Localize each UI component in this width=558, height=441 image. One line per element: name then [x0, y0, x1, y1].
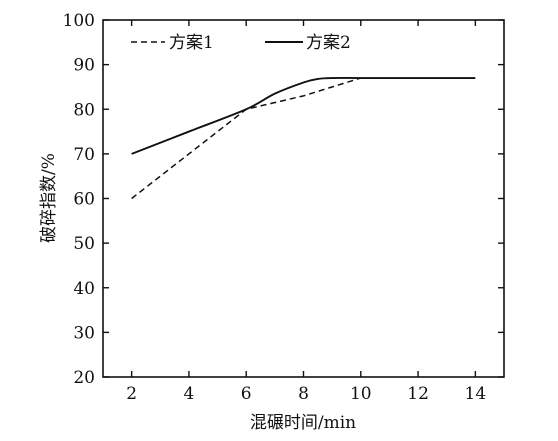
- y-tick-label: 90: [73, 56, 95, 76]
- x-tick-label: 6: [241, 384, 252, 404]
- series-layer: [131, 76, 476, 200]
- legend-label-1: 方案1: [169, 33, 214, 53]
- x-tick-label: 10: [350, 384, 372, 404]
- plot-area-border: [102, 19, 505, 378]
- y-tick-label: 30: [73, 323, 95, 343]
- x-tick-label: 12: [407, 384, 429, 404]
- x-tick-label: 8: [298, 384, 309, 404]
- legend-label-2: 方案2: [306, 33, 351, 53]
- y-axis-title: 破碎指数/%: [39, 153, 59, 243]
- y-tick-label: 50: [73, 234, 95, 254]
- y-tick-label: 70: [73, 145, 95, 165]
- y-tick-label: 80: [73, 100, 95, 120]
- y-tick-label: 20: [73, 368, 95, 388]
- y-tick-label: 40: [73, 279, 95, 299]
- y-tick-label: 100: [63, 11, 95, 31]
- ticks-layer: 2 4 6 8 10 12 14 20 30 40 50 60 70 80 90 100: [63, 11, 504, 404]
- plot-frame: [102, 19, 505, 378]
- series-line-2: [131, 76, 476, 155]
- x-tick-label: 14: [465, 384, 487, 404]
- legend: 方案1 方案2: [131, 33, 351, 53]
- series-line-1: [131, 77, 362, 200]
- x-tick-label: 2: [126, 384, 137, 404]
- y-tick-label: 60: [73, 190, 95, 210]
- x-tick-label: 4: [184, 384, 195, 404]
- x-axis-title: 混碾时间/min: [250, 413, 356, 433]
